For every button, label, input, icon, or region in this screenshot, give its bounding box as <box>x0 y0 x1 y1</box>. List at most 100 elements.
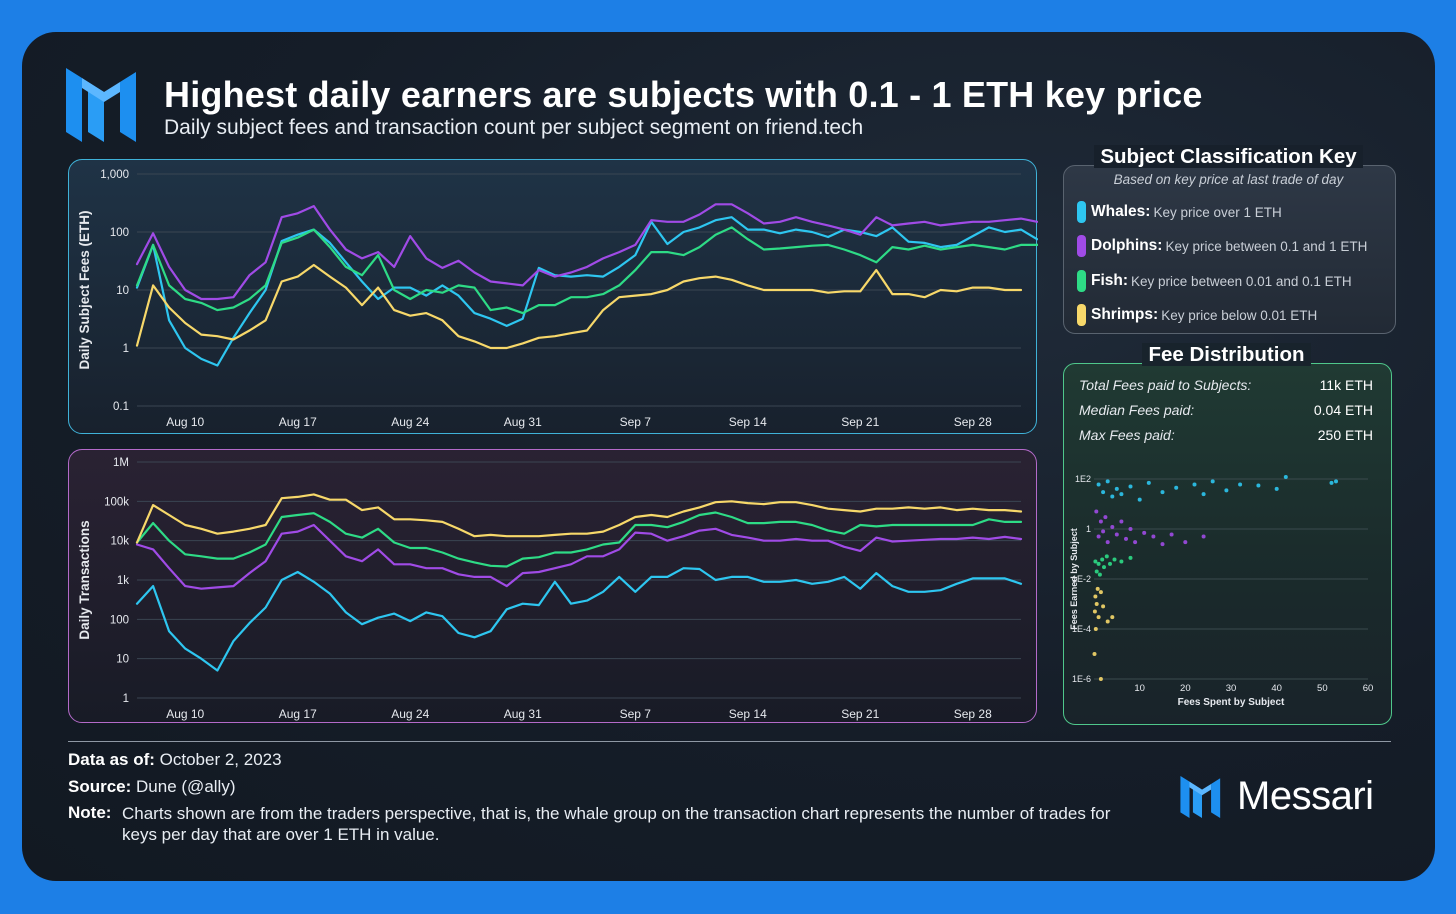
fish-swatch <box>1077 270 1086 292</box>
x-tick-label: Aug 10 <box>166 707 204 721</box>
x-tick-label: Aug 17 <box>279 707 317 721</box>
scatter-point-whales <box>1128 484 1133 489</box>
scatter-point-dolphins <box>1124 536 1128 541</box>
fee-distribution-title: Fee Distribution <box>1063 343 1390 367</box>
scatter-x-axis-label: Fees Spent by Subject <box>1178 697 1285 708</box>
y-tick-label: 1M <box>113 457 129 469</box>
scatter-x-tick-label: 10 <box>1134 683 1145 694</box>
x-tick-label: Sep 7 <box>620 415 652 429</box>
scatter-point-dolphins <box>1105 540 1110 545</box>
series-line-whales <box>135 216 1039 367</box>
scatter-point-fish <box>1096 561 1101 566</box>
y-axis-label: Daily Subject Fees (ETH) <box>77 210 92 369</box>
fee-scatter-chart: 1E-6 1E-4 1E-2 1 1E2 10 20 30 40 50 60 Fees Spent b… <box>1069 474 1373 708</box>
classification-key-subtitle: Based on key price at last trade of day <box>1113 172 1344 187</box>
y-tick-label: 10 <box>116 654 129 666</box>
transactions-line-chart: 1 10 100 1k 10k 100k 1M Aug 10 Aug 17 Aug 24 Aug 3… <box>77 457 1023 721</box>
scatter-point-whales <box>1119 492 1124 497</box>
fees-chart-panel: 0.1 1 10 100 1,000 Aug 10 Aug 17 Aug 24 Aug 31 Se… <box>68 159 1055 434</box>
scatter-y-tick-label: 1E2 <box>1075 474 1091 484</box>
scatter-point-whales <box>1210 479 1215 484</box>
scatter-point-fish <box>1102 565 1106 570</box>
scatter-point-shrimps <box>1110 615 1115 620</box>
scatter-point-fish <box>1104 554 1109 559</box>
scatter-x-tick-label: 50 <box>1317 683 1328 694</box>
x-tick-label: Sep 14 <box>729 707 767 721</box>
scatter-point-dolphins <box>1133 540 1138 545</box>
scatter-x-tick-label: 40 <box>1271 683 1282 694</box>
y-tick-label: 100 <box>110 227 129 239</box>
y-tick-label: 10 <box>116 285 129 297</box>
classification-key-title: Subject Classification Key <box>1063 145 1394 169</box>
scatter-point-dolphins <box>1096 534 1101 539</box>
x-tick-label: Aug 24 <box>391 707 429 721</box>
series-line-fish <box>135 511 1023 568</box>
scatter-point-fish <box>1097 572 1102 577</box>
page-subtitle: Daily subject fees and transaction count… <box>164 116 864 139</box>
y-tick-label: 1,000 <box>100 169 129 181</box>
scatter-point-shrimps <box>1094 602 1099 606</box>
data-date-line: Data as of: October 2, 2023 <box>68 750 282 769</box>
whales-swatch <box>1077 201 1086 223</box>
scatter-point-whales <box>1274 486 1279 491</box>
legend-item-dolphins: Dolphins: Key price between 0.1 and 1 ETH <box>1077 235 1367 257</box>
scatter-point-whales <box>1096 482 1101 487</box>
scatter-point-shrimps <box>1092 652 1097 656</box>
scatter-point-dolphins <box>1142 530 1147 535</box>
x-tick-label: Sep 28 <box>954 707 992 721</box>
scatter-point-fish <box>1100 557 1105 562</box>
scatter-point-shrimps <box>1092 609 1097 614</box>
scatter-point-dolphins <box>1183 540 1188 545</box>
scatter-point-whales <box>1329 480 1334 485</box>
messari-logo-icon <box>66 68 136 142</box>
messari-footer-logo-icon <box>1180 776 1221 818</box>
scatter-point-shrimps <box>1093 594 1098 599</box>
y-tick-label: 1 <box>123 343 129 355</box>
dolphins-swatch <box>1077 235 1086 257</box>
stat-median-fees: Median Fees paid: 0.04 ETH <box>1079 402 1373 418</box>
scatter-point-whales <box>1334 479 1338 484</box>
scatter-point-shrimps <box>1098 590 1103 595</box>
x-tick-label: Sep 14 <box>729 415 767 429</box>
scatter-point-dolphins <box>1151 534 1156 539</box>
scatter-point-dolphins <box>1103 515 1108 520</box>
scatter-point-fish <box>1093 559 1098 564</box>
scatter-y-tick-label: 1 <box>1086 524 1091 534</box>
scatter-point-whales <box>1238 482 1243 487</box>
x-tick-label: Aug 10 <box>166 415 204 429</box>
scatter-point-fish <box>1128 555 1133 560</box>
x-tick-label: Sep 21 <box>841 415 879 429</box>
infographic-card: Highest daily earners are subjects with … <box>22 32 1435 881</box>
scatter-point-whales <box>1160 490 1165 495</box>
note-text: Charts shown are from the traders perspe… <box>122 804 1111 844</box>
scatter-point-fish <box>1112 557 1117 562</box>
scatter-point-whales <box>1137 497 1142 502</box>
stat-max-fees: Max Fees paid: 250 ETH <box>1079 427 1373 443</box>
series-line-shrimps <box>135 263 1023 350</box>
scatter-point-fish <box>1119 559 1124 564</box>
footer-divider <box>68 741 1391 742</box>
scatter-y-tick-label: 1E-6 <box>1072 674 1091 684</box>
series-line-dolphins <box>135 523 1023 590</box>
x-tick-label: Sep 7 <box>620 707 652 721</box>
scatter-point-whales <box>1224 488 1229 493</box>
scatter-point-whales <box>1283 475 1288 479</box>
scatter-point-dolphins <box>1098 519 1103 524</box>
series-line-shrimps <box>135 493 1023 544</box>
series-line-fish <box>135 226 1055 315</box>
scatter-point-whales <box>1114 486 1119 491</box>
brand-wordmark: Messari <box>1237 774 1374 818</box>
scatter-point-whales <box>1146 480 1151 485</box>
scatter-x-tick-label: 30 <box>1226 683 1237 694</box>
stat-total-fees: Total Fees paid to Subjects: 11k ETH <box>1079 377 1373 393</box>
scatter-point-dolphins <box>1160 542 1165 547</box>
scatter-point-dolphins <box>1110 525 1115 529</box>
scatter-point-fish <box>1108 561 1112 566</box>
fees-line-chart: 0.1 1 10 100 1,000 Aug 10 Aug 17 Aug 24 Aug 31 Se… <box>77 169 1055 429</box>
scatter-point-shrimps <box>1105 619 1110 624</box>
scatter-point-dolphins <box>1101 529 1106 534</box>
scatter-point-shrimps <box>1093 627 1098 631</box>
scatter-point-dolphins <box>1128 527 1133 531</box>
scatter-y-axis-label: Fees Earned by Subject <box>1069 528 1079 630</box>
x-tick-label: Sep 21 <box>841 707 879 721</box>
